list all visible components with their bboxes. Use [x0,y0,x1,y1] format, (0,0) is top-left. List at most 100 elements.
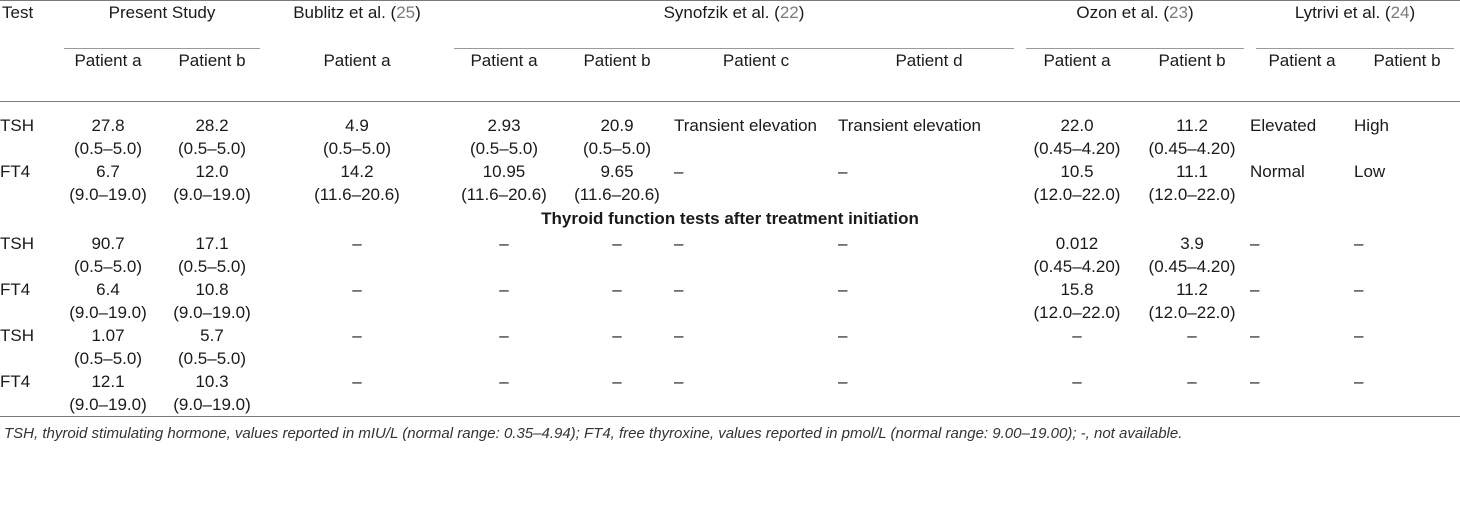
cell-value: – [838,280,848,299]
cell-value: Normal [1250,162,1305,181]
cell-value: – [674,326,684,345]
cell-value: – [612,234,622,253]
cell-value: – [1250,326,1260,345]
cell-value: 11.2 [1176,116,1208,135]
cell-range: (0.5–5.0) [582,139,652,158]
cell-value: 22.0 [1060,116,1094,135]
cell-range: (9.0–19.0) [69,185,147,204]
table-cell: 12.1 (9.0–19.0) [58,370,158,417]
table-footnote: TSH, thyroid stimulating hormone, values… [4,425,1183,442]
table-cell: – [560,278,674,324]
cell-value: – [499,372,509,391]
reference-link[interactable]: 24 [1390,3,1410,22]
cell-value: 10.5 [1060,162,1094,181]
cell-value: – [352,372,362,391]
patient-header: Patient a [74,51,142,70]
cell-value: 10.3 [195,372,229,391]
cell-value: 90.7 [91,234,125,253]
cell-value: – [352,280,362,299]
cell-value: – [612,372,622,391]
cell-range: (11.6–20.6) [314,185,400,204]
table-cell: – [1250,324,1354,370]
table-cell: 11.2 (0.45–4.20) [1134,102,1250,161]
table-body-before: TSH 27.8 (0.5–5.0) 28.2 (0.5–5.0) 4.9 (0.5–5.0… [0,102,1460,207]
cell-value: Transient elevation [674,116,818,135]
cell-value: 15.8 [1060,280,1094,299]
reference-link[interactable]: 23 [1169,3,1188,22]
table-cell: – [838,324,1020,370]
patient-header: Patient a [323,51,391,70]
table-cell: – [838,370,1020,417]
patient-header: Patient c [722,51,790,70]
table-cell: 14.2 (11.6–20.6) [266,160,448,206]
table-cell: 10.95 (11.6–20.6) [448,160,560,206]
cell-value: 6.4 [96,280,120,299]
cell-range: (0.5–5.0) [177,349,247,368]
cell-value: – [499,234,509,253]
cell-value: – [674,234,684,253]
cell-value: 1.07 [91,326,125,345]
table-cell: – [838,278,1020,324]
table-cell: 9.65 (11.6–20.6) [560,160,674,206]
table-body-after: TSH 90.7 (0.5–5.0) 17.1 (0.5–5.0) – – – – – 0.012 (… [0,232,1460,417]
cell-value: 27.8 [91,116,125,135]
table-cell: 4.9 (0.5–5.0) [266,102,448,161]
cell-value: 28.2 [195,116,229,135]
table-row: FT4 6.7 (9.0–19.0) 12.0 (9.0–19.0) 14.2 (11.6–… [0,160,1460,206]
cell-value: – [838,372,848,391]
table-cell: – [266,232,448,278]
cell-value: 20.9 [600,116,634,135]
row-label: FT4 [0,372,31,391]
reference-link[interactable]: 25 [396,3,416,22]
cell-value: – [499,326,509,345]
table-cell: – [448,324,560,370]
cell-value: – [1354,234,1364,253]
table-cell: – [1354,370,1460,417]
cell-value: – [1072,326,1082,345]
table-row: FT4 6.4 (9.0–19.0) 10.8 (9.0–19.0) – – – – – 15.8 (… [0,278,1460,324]
table-cell: – [838,232,1020,278]
table-cell: – [266,324,448,370]
cell-range: (12.0–22.0) [1033,185,1121,204]
table-cell: 5.7 (0.5–5.0) [158,324,266,370]
cell-value: – [838,326,848,345]
table-cell: 1.07 (0.5–5.0) [58,324,158,370]
cell-value: – [612,280,622,299]
row-label: TSH [0,116,34,135]
table-cell: 0.012 (0.45–4.20) [1020,232,1134,278]
table-cell: – [560,232,674,278]
cell-value: 5.7 [200,326,224,345]
table-cell: – [674,324,838,370]
table-cell: 3.9 (0.45–4.20) [1134,232,1250,278]
cell-range: (0.5–5.0) [73,139,143,158]
cell-value: – [674,280,684,299]
cell-value: – [1354,326,1364,345]
table-cell: – [560,370,674,417]
cell-value: 9.65 [600,162,634,181]
cell-value: Elevated [1250,116,1317,135]
table-cell: – [1134,324,1250,370]
table-cell: – [1134,370,1250,417]
cell-value: 3.9 [1180,234,1204,253]
test-column-header: Test [2,3,34,22]
reference-link[interactable]: 22 [779,3,799,22]
table-cell: Elevated [1250,102,1354,161]
patient-header: Patient b [1373,51,1441,70]
table-cell: 10.5 (12.0–22.0) [1020,160,1134,206]
patient-header: Patient d [895,51,963,70]
cell-value: – [352,326,362,345]
patient-header: Patient a [1043,51,1111,70]
row-label: TSH [0,234,34,253]
table-cell: Transient elevation [674,102,838,161]
thyroid-comparison-table: Test Present Study Bublitz et al. (25) S… [0,0,1460,417]
table-cell: 10.3 (9.0–19.0) [158,370,266,417]
table-row: TSH 27.8 (0.5–5.0) 28.2 (0.5–5.0) 4.9 (0.5–5.0… [0,102,1460,161]
table-cell: 22.0 (0.45–4.20) [1020,102,1134,161]
cell-range: (0.45–4.20) [1033,139,1121,158]
table-cell: – [674,278,838,324]
header-row-patients: Patient a Patient b Patient a Patient a … [0,49,1460,102]
cell-range: (0.45–4.20) [1148,139,1236,158]
comparison-table-container: Test Present Study Bublitz et al. (25) S… [0,0,1460,442]
patient-header: Patient b [583,51,651,70]
cell-value: 4.9 [345,116,369,135]
